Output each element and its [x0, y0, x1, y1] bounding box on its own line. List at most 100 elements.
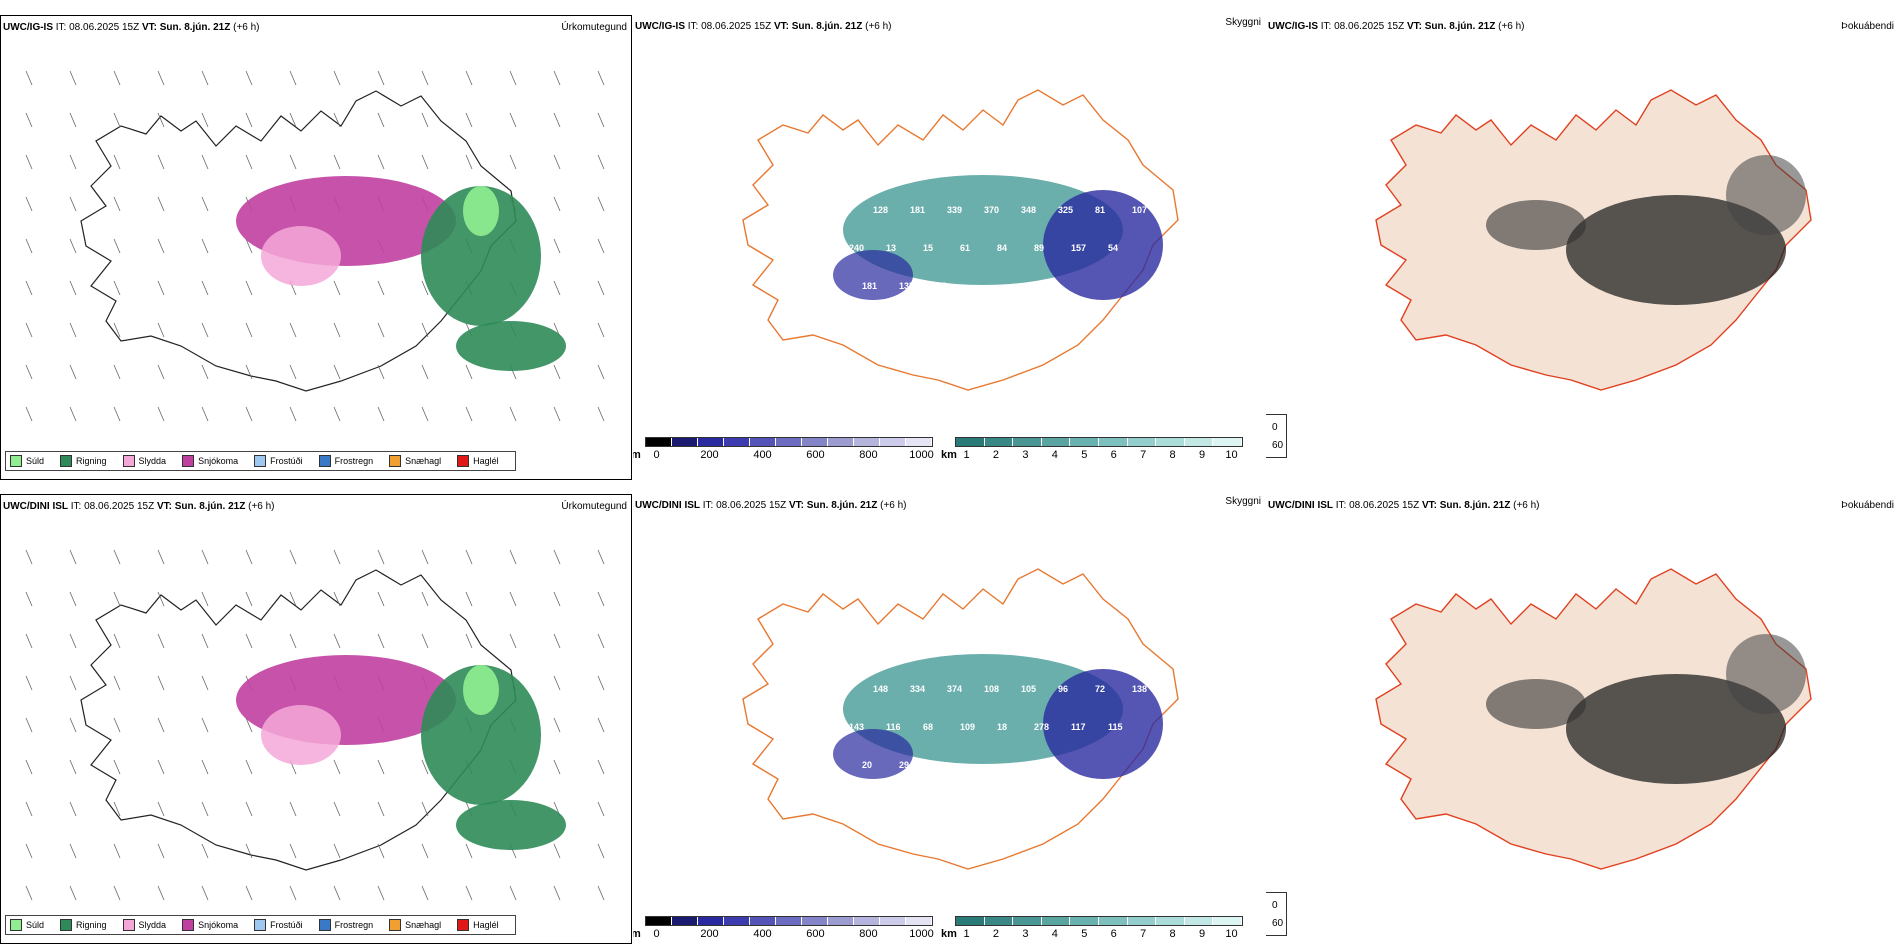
- visibility-label: 181: [910, 205, 925, 215]
- scale-swatch: [1070, 438, 1099, 446]
- scale-tick: 400: [753, 928, 772, 940]
- field-name: Úrkomutegund: [561, 22, 627, 33]
- wind-barb: [113, 196, 121, 212]
- scale-tick: 0: [653, 449, 660, 461]
- wind-barb: [465, 406, 473, 422]
- legend-swatch: [318, 919, 331, 931]
- scale-ticks: 0 200 400 600 800 1000: [645, 928, 933, 942]
- wind-barb: [201, 633, 209, 649]
- scale-swatch: [750, 917, 776, 925]
- model-name: UWC/DINI ISL: [635, 500, 700, 511]
- visibility-label: 181: [862, 281, 877, 291]
- cloud-panel-top: UWC/IG-IS IT: 08.06.2025 15Z VT: Sun. 8.…: [633, 15, 1265, 480]
- scale-swatch: [646, 438, 672, 446]
- wind-barb: [377, 364, 385, 380]
- low-visibility-area: [833, 729, 913, 779]
- wind-barb: [509, 885, 517, 901]
- scale-swatch: [828, 917, 854, 925]
- visibility-label: 325: [1058, 205, 1073, 215]
- visibility-label: 89: [1034, 243, 1044, 253]
- wind-barb: [69, 364, 77, 380]
- wind-barb: [69, 633, 77, 649]
- wind-barb: [377, 843, 385, 859]
- scale-tick: 400: [753, 449, 772, 461]
- wind-barb: [201, 801, 209, 817]
- wind-barb: [201, 717, 209, 733]
- scale-swatch: [750, 438, 776, 446]
- wind-barb: [377, 801, 385, 817]
- scale-swatch: [1098, 917, 1128, 925]
- precip-legend-item: Slydda: [122, 455, 167, 467]
- wind-barb: [553, 885, 561, 901]
- scale-tick: 7: [1140, 449, 1147, 461]
- wind-barb: [113, 238, 121, 254]
- wind-barb: [69, 591, 77, 607]
- visibility-label: 201: [825, 243, 840, 253]
- scale-unit: km: [941, 928, 957, 940]
- wind-barb: [113, 322, 121, 338]
- wind-barb: [157, 322, 165, 338]
- it-value: 08.06.2025 15Z: [701, 21, 772, 32]
- wind-barb: [333, 759, 341, 775]
- scale-swatch: [698, 438, 724, 446]
- scale-swatch: [1127, 917, 1157, 925]
- legend-label: Frostúði: [270, 920, 303, 930]
- scale-tick: 200: [700, 928, 719, 940]
- wind-barb: [509, 633, 517, 649]
- precip-legend-item: Rigning: [60, 455, 107, 467]
- cloud-scale: 1 2 3 4 5 6 7 8 9 10 km: [941, 437, 1243, 471]
- legend-label: 60: [1272, 439, 1284, 451]
- wind-barb: [597, 633, 605, 649]
- scale-tick: 3: [1022, 928, 1029, 940]
- visibility-label: 151: [1008, 646, 1023, 656]
- rain-area: [456, 800, 566, 850]
- wind-barb: [509, 112, 517, 128]
- scale-tick: 9: [1198, 928, 1206, 940]
- cloud-panel-bottom: UWC/DINI ISL IT: 08.06.2025 15Z VT: Sun.…: [633, 494, 1265, 950]
- wind-barb: [69, 549, 77, 565]
- visibility-label: 134: [860, 646, 875, 656]
- visibility-label: 142: [897, 167, 912, 177]
- wind-barb: [553, 591, 561, 607]
- visibility-label: 300: [897, 646, 912, 656]
- fog-area: [1566, 195, 1786, 305]
- visibility-label: 693: [1082, 167, 1097, 177]
- wind-barb: [69, 759, 77, 775]
- wind-barb: [25, 675, 33, 691]
- wind-barb: [465, 70, 473, 86]
- wind-barb: [553, 154, 561, 170]
- wind-barb: [201, 154, 209, 170]
- precip-legend-item: Snjókoma: [182, 455, 238, 467]
- wind-barb: [333, 549, 341, 565]
- wind-barb: [113, 364, 121, 380]
- fog-legend-item: 60: [1266, 436, 1283, 454]
- wind-barb: [245, 364, 253, 380]
- legend-label: Snæhagl: [405, 456, 442, 466]
- visibility-label: 96: [1058, 684, 1068, 694]
- legend-label: Slydda: [138, 456, 167, 466]
- wind-barb: [553, 280, 561, 296]
- rain-area: [421, 665, 541, 805]
- field-name: Þokuábendi: [1841, 500, 1894, 511]
- scale-swatch: [646, 917, 672, 925]
- wind-barb: [25, 843, 33, 859]
- legend-swatch: [389, 455, 402, 467]
- wind-barb: [113, 112, 121, 128]
- precip-legend-item: Frostregn: [318, 919, 373, 931]
- visibility-label: 149: [1082, 646, 1097, 656]
- wind-barb: [333, 364, 341, 380]
- visibility-label: 339: [947, 205, 962, 215]
- scale-tick: 2: [992, 928, 1000, 940]
- legend-label: Snjókoma: [198, 456, 239, 466]
- scale-swatch: [880, 438, 906, 446]
- visibility-label: 179: [934, 646, 949, 656]
- scale-tick: 800: [859, 928, 878, 940]
- visibility-label: 109: [960, 722, 975, 732]
- precip-legend-item: Frostúði: [254, 455, 303, 467]
- low-visibility-area: [1043, 669, 1163, 779]
- lead-time: (+6 h): [233, 22, 260, 33]
- wind-barb: [245, 633, 253, 649]
- precip-legend-item: Súld: [10, 455, 44, 467]
- wind-barb: [157, 549, 165, 565]
- wind-barb: [509, 406, 517, 422]
